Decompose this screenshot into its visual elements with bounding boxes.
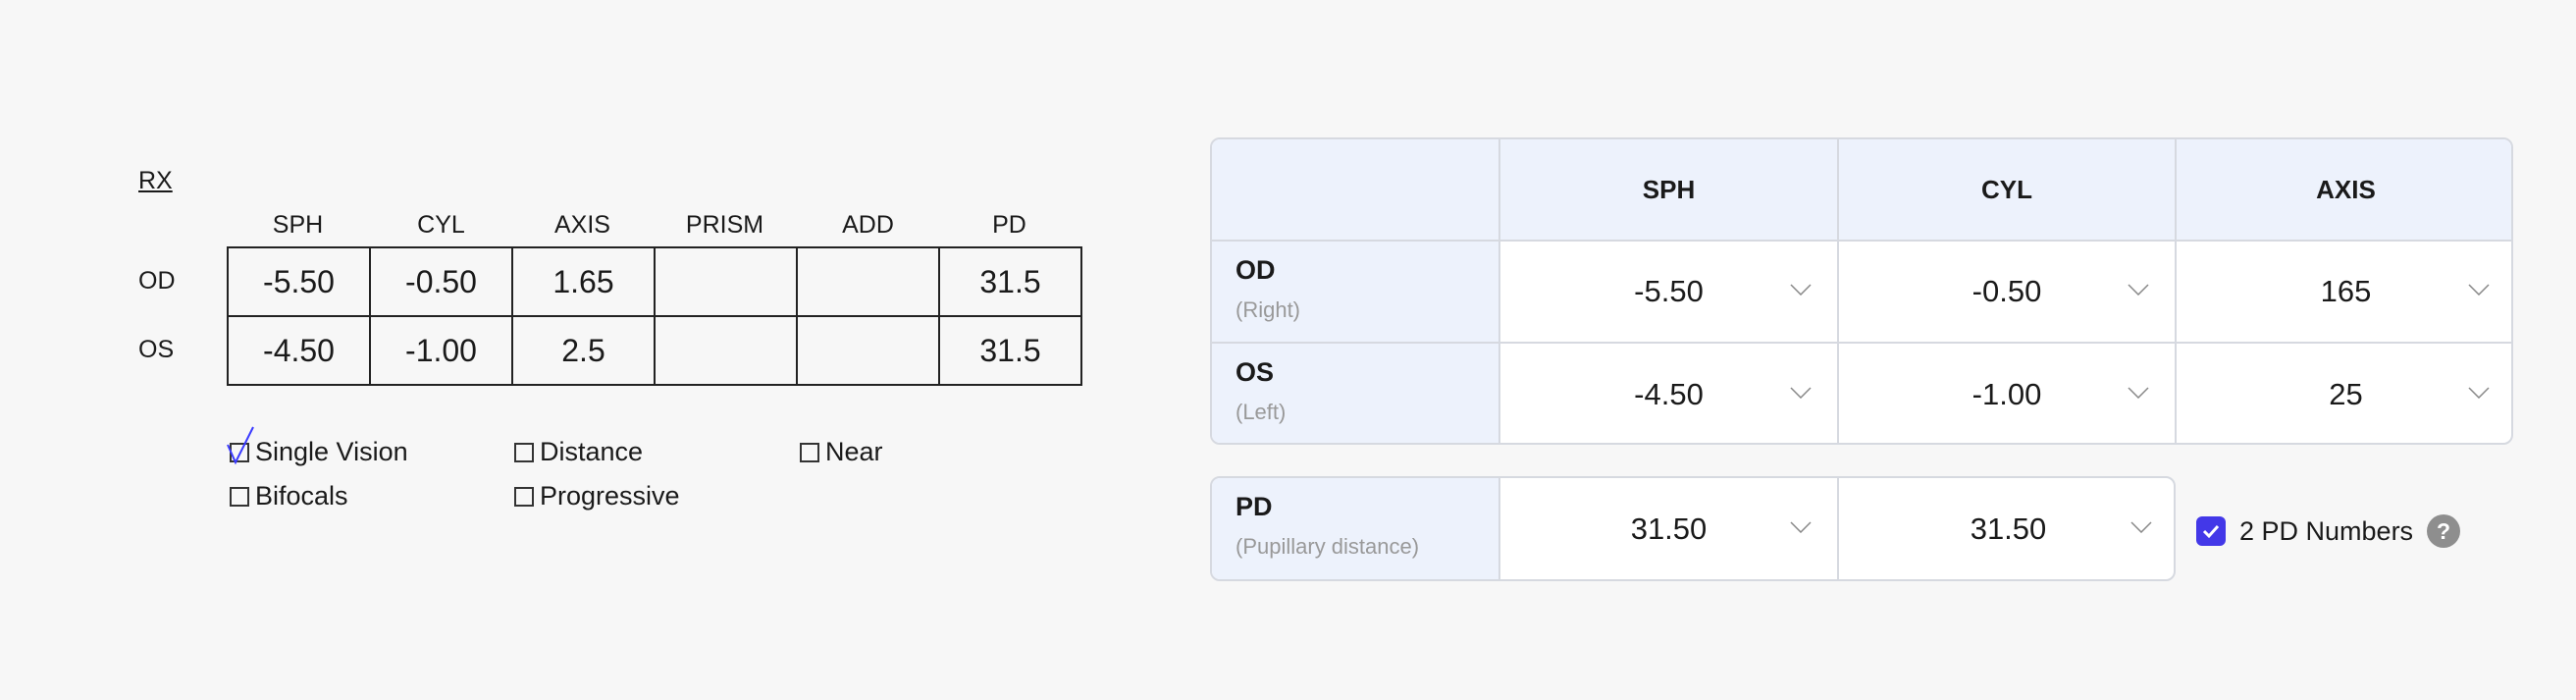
os-add [796, 315, 940, 386]
od-axis-select[interactable]: 165 [2177, 242, 2511, 344]
os-axis: 2.5 [511, 315, 656, 386]
pd-right-select[interactable]: 31.50 [1500, 478, 1839, 579]
od-pd: 31.5 [938, 246, 1082, 317]
row-label-os: OS [138, 336, 175, 363]
checkbox-single-vision[interactable]: Single Vision [227, 426, 408, 467]
chevron-down-icon [1790, 386, 1812, 399]
od-axis: 1.65 [511, 246, 656, 317]
os-cyl-select[interactable]: -1.00 [1839, 344, 2177, 443]
pd-right-value: 31.50 [1630, 511, 1708, 546]
col-header-prism: PRISM [685, 211, 764, 239]
checkbox-distance[interactable]: Distance [514, 437, 643, 467]
checkbox-label: Single Vision [255, 437, 408, 466]
od-sph: -5.50 [227, 246, 371, 317]
chevron-down-icon [2468, 386, 2490, 399]
table-row-od: -5.50 -0.50 1.65 31.5 [227, 246, 1082, 317]
chevron-down-icon [1790, 284, 1812, 296]
prescription-entry-table: SPH CYL AXIS OD (Right) -5.50 -0.50 165 O… [1210, 137, 2513, 445]
od-label: OD [1235, 255, 1276, 285]
table-row-os: -4.50 -1.00 2.5 31.5 [227, 315, 1082, 386]
od-cyl: -0.50 [369, 246, 513, 317]
od-sublabel: (Right) [1235, 297, 1301, 322]
pd-left-select[interactable]: 31.50 [1839, 478, 2174, 579]
os-cyl: -1.00 [369, 315, 513, 386]
os-sph-select[interactable]: -4.50 [1500, 344, 1839, 443]
checkbox-box[interactable] [227, 426, 254, 464]
rx-title: RX [138, 167, 173, 194]
checkbox-near[interactable]: Near [800, 437, 883, 467]
od-cyl-select[interactable]: -0.50 [1839, 242, 2177, 344]
checkbox-box[interactable] [514, 486, 534, 507]
question-circle-icon[interactable]: ? [2427, 514, 2461, 548]
chevron-down-icon [2128, 386, 2149, 399]
col-header-axis: AXIS [554, 211, 610, 239]
checkbox-bifocals[interactable]: Bifocals [230, 481, 348, 512]
rx-table: -5.50 -0.50 1.65 31.5 -4.50 -1.00 2.5 31… [227, 246, 1082, 386]
checkbox-box[interactable] [230, 486, 249, 507]
row-label-os: OS (Left) [1212, 344, 1500, 443]
row-label-od: OD [138, 267, 176, 295]
chevron-down-icon [2468, 284, 2490, 296]
chevron-down-icon [1790, 520, 1812, 533]
col-header-sph: SPH [1500, 139, 1839, 242]
chevron-down-icon [2128, 284, 2149, 296]
checkbox-label: Distance [540, 437, 644, 466]
os-label: OS [1235, 357, 1275, 387]
pd-label: PD [1235, 492, 1273, 521]
od-sph-value: -5.50 [1634, 274, 1704, 308]
svg-text:?: ? [2437, 518, 2450, 544]
pd-sublabel: (Pupillary distance) [1235, 534, 1420, 559]
od-sph-select[interactable]: -5.50 [1500, 242, 1839, 344]
row-label-od: OD (Right) [1212, 242, 1500, 344]
od-add [796, 246, 940, 317]
pd-left-value: 31.50 [1970, 511, 2047, 546]
two-pd-label: 2 PD Numbers [2239, 515, 2414, 546]
col-header-pd: PD [992, 211, 1026, 239]
od-prism [654, 246, 798, 317]
col-header-cyl: CYL [417, 211, 465, 239]
os-cyl-value: -1.00 [1971, 376, 2042, 411]
checkbox-progressive[interactable]: Progressive [514, 481, 680, 512]
col-header-sph: SPH [272, 211, 324, 239]
checkbox-label: Bifocals [255, 481, 348, 511]
od-cyl-value: -0.50 [1971, 274, 2042, 308]
two-pd-toggle[interactable]: 2 PD Numbers ? [2196, 514, 2461, 548]
os-axis-select[interactable]: 25 [2177, 344, 2511, 443]
row-label-pd: PD (Pupillary distance) [1212, 478, 1500, 579]
os-axis-value: 25 [2329, 376, 2363, 411]
os-sph: -4.50 [227, 315, 371, 386]
checkbox-box[interactable] [800, 442, 819, 462]
col-header-axis: AXIS [2177, 139, 2511, 242]
checkbox-box[interactable] [514, 442, 534, 462]
col-header-add: ADD [842, 211, 894, 239]
os-sublabel: (Left) [1235, 400, 1287, 424]
corner-cell [1212, 139, 1500, 242]
od-axis-value: 165 [2320, 274, 2372, 308]
os-prism [654, 315, 798, 386]
checkbox-checked-icon[interactable] [2196, 516, 2226, 546]
os-sph-value: -4.50 [1634, 376, 1704, 411]
chevron-down-icon [2130, 520, 2152, 533]
os-pd: 31.5 [938, 315, 1082, 386]
pd-entry: PD (Pupillary distance) 31.50 31.50 [1210, 476, 2176, 581]
checkmark-icon [227, 426, 254, 464]
checkbox-label: Near [825, 437, 883, 466]
checkbox-label: Progressive [540, 481, 680, 511]
col-header-cyl: CYL [1839, 139, 2177, 242]
